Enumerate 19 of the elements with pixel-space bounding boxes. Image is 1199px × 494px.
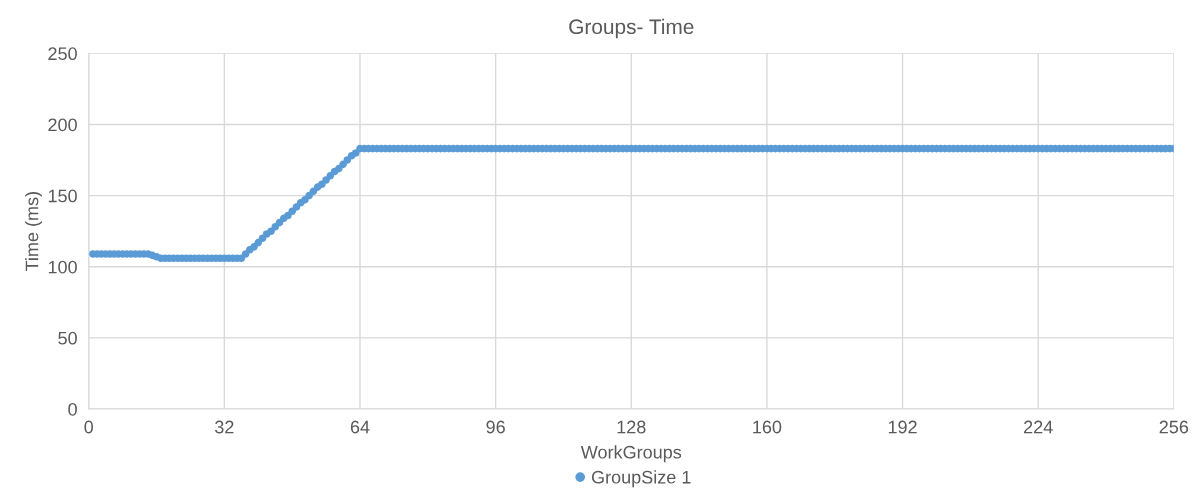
legend-label: GroupSize 1 <box>591 470 691 488</box>
x-axis-title: WorkGroups <box>580 445 682 463</box>
x-tick-label: 0 <box>84 420 94 434</box>
x-tick-label: 64 <box>350 420 370 434</box>
x-tick-label: 32 <box>215 420 234 434</box>
chart-title: Groups- Time <box>569 18 694 39</box>
y-axis-title: Time (ms) <box>25 192 42 272</box>
x-tick-label: 224 <box>1024 420 1053 434</box>
y-tick-label: 150 <box>48 189 77 203</box>
x-tick-label: 160 <box>753 420 782 434</box>
y-tick-label: 200 <box>48 118 77 132</box>
y-tick-label: 250 <box>48 47 77 61</box>
y-tick-label: 100 <box>48 260 77 274</box>
y-tick-label: 50 <box>58 331 77 345</box>
y-tick-label: 0 <box>68 402 77 416</box>
x-tick-label: 128 <box>617 420 646 434</box>
x-tick-label: 256 <box>1159 420 1189 434</box>
x-tick-label: 192 <box>888 420 917 434</box>
x-tick-label: 96 <box>486 420 505 434</box>
